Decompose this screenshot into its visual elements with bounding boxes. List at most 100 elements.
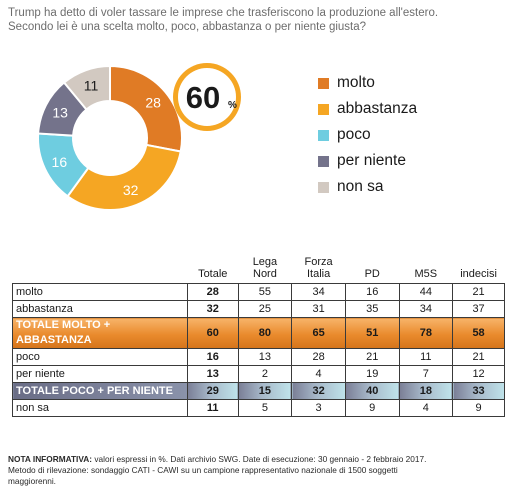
table-cell: 31 [291,300,346,318]
table-cell: 28 [186,283,239,301]
column-header: Forza Italia [292,246,346,284]
table-cell: 60 [186,317,239,349]
table-row: TOTALE POCO + PER NIENTE 29 15 32 40 18 33 [12,382,505,400]
table-cell: 65 [291,317,346,349]
question-text: Trump ha detto di voler tassare le impre… [8,6,498,34]
table-cell: 78 [398,317,454,349]
table-header-row: Totale Lega Nord Forza Italia PD M5S indecisi [13,246,505,284]
legend-swatch [318,181,329,193]
row-label: poco [12,348,188,366]
highlight-value: 60 [186,80,220,115]
results-table: Totale Lega Nord Forza Italia PD M5S indecisi m… [12,246,505,417]
column-header-part: Forza [304,256,333,268]
table-cell: 4 [398,399,454,417]
legend-item-molto: molto [318,70,417,96]
table-cell: 55 [237,283,293,301]
donut-slice-molto [109,64,183,153]
table-cell: 33 [452,382,505,400]
table-cell: 3 [291,399,346,417]
table-cell: 16 [344,283,400,301]
table-cell: 80 [237,317,293,349]
legend-label: per niente [337,152,406,169]
legend-label: poco [337,126,371,143]
note-line-3: maggiorenni. [8,476,56,486]
table-row: non sa 11 5 3 9 4 9 [12,399,505,417]
donut-label-non-sa: 11 [84,77,99,93]
table-cell: 18 [398,382,454,400]
table-cell: 34 [291,283,346,301]
table-cell: 5 [237,399,293,417]
legend-label: molto [337,74,375,91]
table-row: TOTALE MOLTO + ABBASTANZA 60 80 65 51 78 58 [12,317,505,349]
donut-label-poco: 16 [52,154,68,170]
column-header: indecisi [460,268,497,280]
table-cell: 21 [452,348,505,366]
column-header: Totale [198,268,228,280]
table-body: molto 28 55 34 16 44 21 abbastanza 32 25 31 35 34 37 T… [12,283,505,417]
table-cell: 13 [237,348,293,366]
donut-slice-abbastanza [66,143,182,211]
table-cell: 29 [186,382,239,400]
table-cell: 16 [186,348,239,366]
table-cell: 25 [237,300,293,318]
legend-swatch [318,155,329,167]
table-cell: 7 [398,365,454,383]
table-cell: 9 [452,399,505,417]
legend-item-non-sa: non sa [318,174,417,200]
table-cell: 21 [344,348,400,366]
donut-slice-non-sa [62,64,111,111]
table-cell: 28 [291,348,346,366]
row-label: TOTALE POCO + PER NIENTE [12,382,188,400]
table-cell: 11 [186,399,239,417]
row-label: molto [12,283,188,301]
highlight-badge [178,68,236,126]
donut-chart: 28 32 16 13 11 60% [37,63,241,211]
table-cell: 32 [186,300,239,318]
note-bold-label: NOTA INFORMATIVA: [8,454,93,464]
table-cell: 15 [237,382,293,400]
table-cell: 13 [186,365,239,383]
table-row: abbastanza 32 25 31 35 34 37 [12,300,505,318]
table-cell: 40 [344,382,400,400]
table-cell: 2 [237,365,293,383]
table-cell: 37 [452,300,505,318]
legend-item-poco: poco [318,122,417,148]
donut-label-per-niente: 13 [52,105,68,121]
table-cell: 11 [398,348,454,366]
row-label: non sa [12,399,188,417]
donut-label-molto: 28 [145,94,161,110]
table-cell: 35 [344,300,400,318]
column-header: M5S [414,268,438,280]
table-cell: 32 [291,382,346,400]
note-line-1: NOTA INFORMATIVA: valori espressi in %. … [8,454,500,465]
note-line-1-rest: valori espressi in %. Dati archivio SWG.… [92,454,427,464]
table-cell: 34 [398,300,454,318]
table-row: poco 16 13 28 21 11 21 [12,348,505,366]
table-cell: 4 [291,365,346,383]
legend-item-abbastanza: abbastanza [318,96,417,122]
legend-swatch [318,77,329,89]
column-header: Lega Nord [238,246,292,284]
legend-swatch [318,103,329,115]
column-header-part: Italia [306,268,331,280]
donut-label-abbastanza: 32 [123,182,139,198]
legend-swatch [318,129,329,141]
table-cell: 12 [452,365,505,383]
note-line-2: Metodo di rilevazione: sondaggio CATI - … [8,465,398,475]
header-empty [13,246,188,284]
column-header-part: Nord [253,268,277,280]
legend-label: abbastanza [337,100,418,117]
row-label: TOTALE MOLTO + ABBASTANZA [12,317,188,349]
table-cell: 21 [452,283,505,301]
table-row: per niente 13 2 4 19 7 12 [12,365,505,383]
question-line-1: Trump ha detto di voler tassare le impre… [8,7,439,19]
highlight-unit: % [228,100,237,111]
table-cell: 9 [344,399,400,417]
row-label: abbastanza [12,300,188,318]
table-row: molto 28 55 34 16 44 21 [12,283,505,301]
table-cell: 58 [452,317,505,349]
column-header-part: Lega [252,256,278,268]
question-line-2: Secondo lei è una scelta molto, poco, ab… [8,21,367,33]
legend-label: non sa [337,178,384,195]
chart-legend: molto abbastanza poco per niente non sa [318,70,417,200]
